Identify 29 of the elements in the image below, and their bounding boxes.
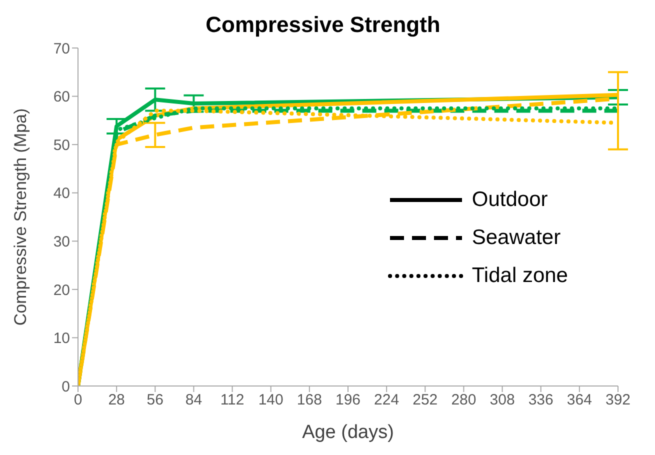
- x-axis-title: Age (days): [302, 422, 394, 443]
- y-tick-label: 70: [53, 40, 70, 58]
- x-tick-label: 196: [335, 392, 361, 409]
- x-tick-label: 308: [490, 392, 515, 409]
- x-tick-label: 224: [374, 392, 400, 409]
- x-tick-label: 140: [258, 392, 284, 409]
- x-tick-label: 56: [146, 392, 164, 409]
- y-tick-label: 60: [53, 88, 70, 106]
- y-tick-label: 20: [53, 282, 70, 299]
- x-tick-label: 364: [566, 392, 592, 409]
- x-tick-label: 168: [296, 392, 322, 409]
- y-tick-label: 50: [53, 136, 70, 154]
- x-tick-label: 28: [108, 392, 125, 409]
- y-tick-label: 10: [53, 330, 70, 348]
- y-axis-title: Compressive Strength (Mpa): [11, 108, 30, 326]
- y-tick-label: 40: [53, 185, 70, 202]
- x-tick-label: 112: [220, 392, 244, 409]
- y-tick-label: 0: [62, 378, 70, 396]
- chart-title: Compressive Strength: [204, 11, 442, 39]
- legend-label: Seawater: [472, 226, 561, 250]
- x-tick-label: 252: [412, 392, 438, 409]
- x-tick-label: 84: [185, 392, 202, 409]
- legend-label: Outdoor: [472, 188, 548, 212]
- x-tick-label: 392: [605, 392, 631, 409]
- x-tick-label: 0: [74, 392, 82, 409]
- y-tick-label: 30: [53, 233, 70, 250]
- x-tick-label: 336: [528, 392, 554, 409]
- x-tick-label: 280: [451, 392, 476, 409]
- legend-label: Tidal zone: [472, 264, 568, 288]
